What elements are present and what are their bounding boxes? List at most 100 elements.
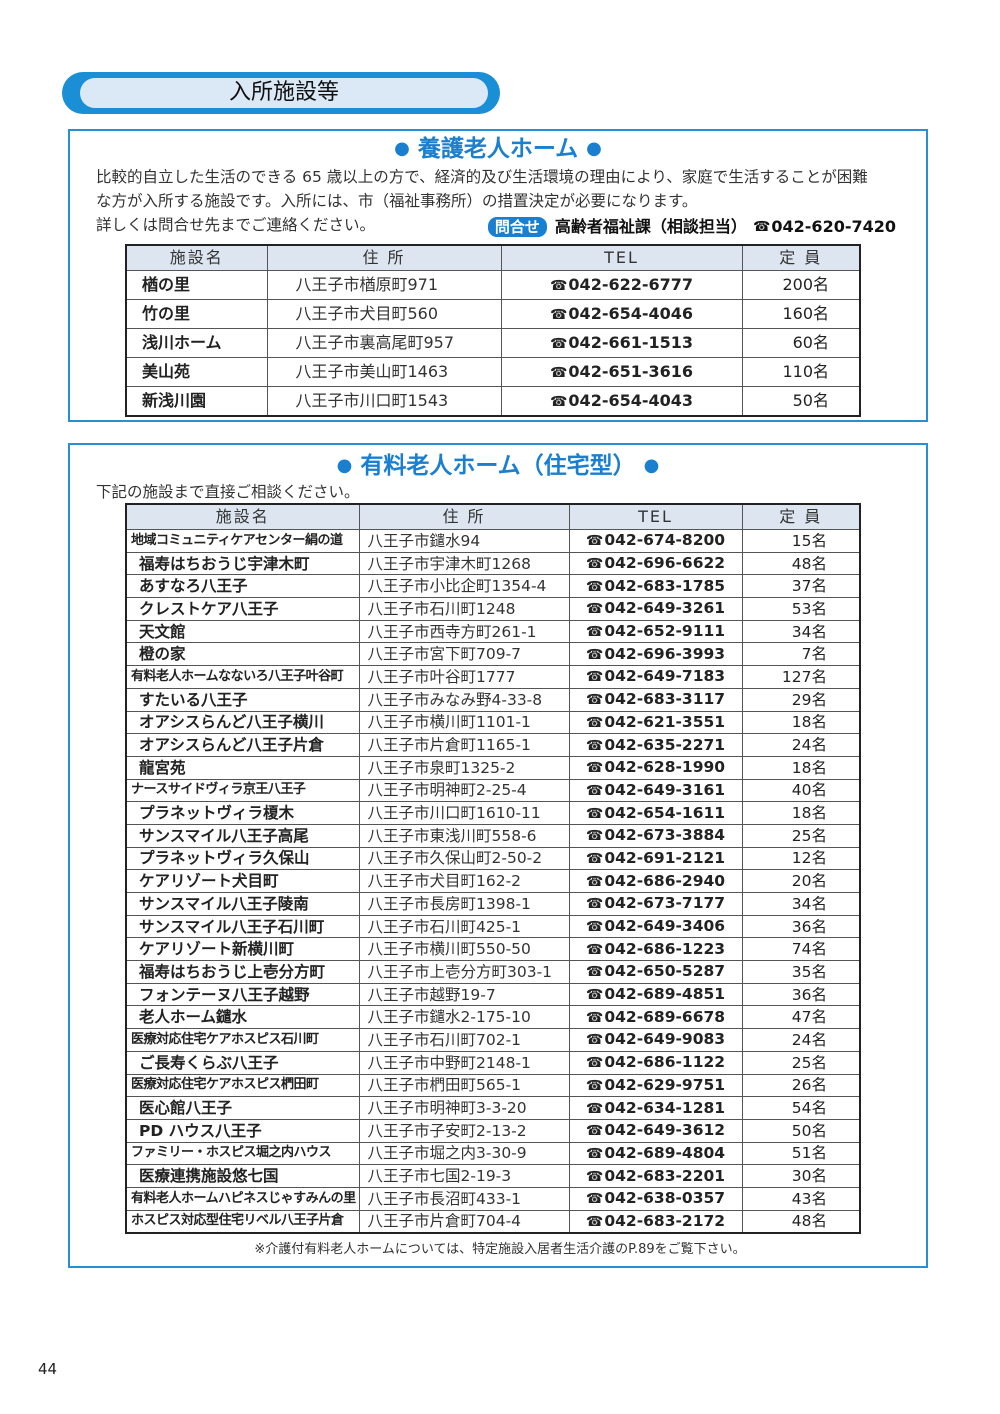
capacity: 7名 [741,642,861,667]
facility-name: 医療連携施設悠七国 [125,1164,360,1188]
facility-name: 老人ホーム鑓水 [125,1005,360,1030]
table-row: 橙の家 八王子市宮下町709-7 ☎042-696-3993 7名 [125,642,861,667]
capacity: 24名 [741,1028,861,1052]
phone-icon: ☎ [549,306,568,323]
phone-icon: ☎ [585,896,604,913]
yuryo-section: ● 有料老人ホーム（住宅型） ● 下記の施設まで直接ご相談ください。 [68,443,928,1268]
phone-number: ☎042-628-1990 [568,755,743,780]
phone-number: ☎042-654-4046 [500,299,743,329]
capacity: 53名 [741,597,861,621]
phone-icon: ☎ [585,1032,604,1049]
phone-number: ☎042-686-1122 [568,1050,743,1075]
phone-text: 042-649-3161 [604,780,726,799]
yogo-description: 比較的自立した生活のできる 65 歳以上の方で、経済的及び生活環境の理由により、… [96,165,906,237]
address: 八王子市久保山町2-50-2 [358,846,570,871]
table-header-row: 施設名 住 所 TEL 定 員 [125,244,861,271]
capacity: 74名 [741,937,861,962]
bullet-icon: ● [336,455,353,476]
facility-name: PD ハウス八王子 [125,1118,360,1143]
phone-icon: ☎ [585,1191,604,1208]
phone-text: 042-691-2121 [604,848,726,867]
header-capacity: 定 員 [741,244,861,271]
phone-icon: ☎ [585,964,604,981]
page-number: 44 [38,1360,58,1378]
capacity: 54名 [741,1096,861,1120]
yuryo-title: ● 有料老人ホーム（住宅型） ● [70,452,926,480]
phone-text: 042-683-2172 [604,1211,726,1230]
table-row: すたいる八王子 八王子市みなみ野4-33-8 ☎042-683-3117 29名 [125,687,861,712]
footnote: ※介護付有料老人ホームについては、特定施設入居者生活介護のP.89をご覧下さい。 [254,1242,746,1257]
phone-number: ☎042-654-4043 [500,386,743,417]
capacity: 20名 [741,869,861,893]
capacity: 47名 [741,1005,861,1030]
phone-text: 042-683-2201 [604,1166,726,1185]
facility-name: ご長寿くらぶ八王子 [125,1050,360,1075]
facility-name: 有料老人ホームなないろ八王子叶谷町 [125,665,360,689]
table-row: ケアリゾート犬目町 八王子市犬目町162-2 ☎042-686-2940 20名 [125,869,861,893]
address: 八王子市七国2-19-3 [358,1164,570,1188]
bullet-icon: ● [643,455,660,476]
facility-name: ケアリゾート犬目町 [125,869,360,893]
header-tel: TEL [500,244,743,271]
contact-badge: 問合せ [487,217,547,237]
phone-icon: ☎ [549,277,568,294]
phone-number: ☎042-683-3117 [568,687,743,712]
phone-number: ☎042-674-8200 [568,529,743,553]
facility-name: プラネットヴィラ榎木 [125,801,360,825]
phone-text: 042-689-4851 [604,985,726,1004]
capacity: 110名 [741,357,861,387]
facility-name: 福寿はちおうじ上壱分方町 [125,960,360,984]
phone-icon: ☎ [585,1213,604,1230]
phone-number: ☎042-629-9751 [568,1073,743,1098]
phone-text: 042-638-0357 [604,1189,726,1208]
section-title: 入所施設等 [80,78,488,108]
facility-name: 美山苑 [125,357,268,387]
phone-text: 042-686-2940 [604,871,726,890]
yuryo-description: 下記の施設まで直接ご相談ください。 [96,483,360,501]
capacity: 25名 [741,823,861,848]
contact-dept: 高齢者福祉課（相談担当） [554,217,747,236]
capacity: 36名 [741,982,861,1007]
phone-number: ☎042-689-6678 [568,1005,743,1030]
table-row: 美山苑 八王子市美山町1463 ☎042-651-3616 110名 [125,357,861,387]
table-row: ファミリー・ホスピス堀之内ハウス 八王子市堀之内3-30-9 ☎042-689-48… [125,1141,861,1166]
address: 八王子市川口町1610-11 [358,801,570,825]
phone-icon: ☎ [549,393,568,410]
address: 八王子市長房町1398-1 [358,892,570,916]
table-row: 地域コミュニティケアセンター絹の道 八王子市鑓水94 ☎042-674-8200 15… [125,529,861,553]
capacity: 18名 [741,710,861,735]
phone-text: 042-654-4043 [568,390,694,410]
bullet-icon: ● [586,138,602,159]
capacity: 48名 [741,551,861,576]
address: 八王子市石川町425-1 [358,914,570,939]
capacity: 60名 [741,328,861,358]
phone-number: ☎042-649-3406 [568,914,743,939]
phone-icon: ☎ [585,987,604,1004]
phone-text: 042-674-8200 [604,531,726,550]
capacity: 160名 [741,299,861,329]
phone-icon: ☎ [585,919,604,936]
address: 八王子市堀之内3-30-9 [358,1141,570,1166]
phone-text: 042-651-3616 [568,361,694,381]
capacity: 25名 [741,1050,861,1075]
phone-number: ☎042-654-1611 [568,801,743,825]
table-row: プラネットヴィラ久保山 八王子市久保山町2-50-2 ☎042-691-2121 12… [125,846,861,871]
facility-name: ホスピス対応型住宅リベル八王子片倉 [125,1209,360,1234]
table-row: 医療対応住宅ケアホスピス椚田町 八王子市椚田町565-1 ☎042-629-9751… [125,1073,861,1098]
address: 八王子市叶谷町1777 [358,665,570,689]
facility-name: 竹の里 [125,299,268,329]
header-name: 施設名 [125,503,360,530]
phone-text: 042-689-4804 [604,1143,726,1162]
table-row: ホスピス対応型住宅リベル八王子片倉 八王子市片倉町704-4 ☎042-683-21… [125,1209,861,1234]
phone-number: ☎042-649-3161 [568,778,743,803]
table-header-row: 施設名 住 所 TEL 定 員 [125,503,861,530]
phone-number: ☎042-622-6777 [500,270,743,300]
facility-name: あすなろ八王子 [125,574,360,599]
phone-icon: ☎ [585,1077,604,1094]
capacity: 18名 [741,755,861,780]
table-row: 浅川ホーム 八王子市裏高尾町957 ☎042-661-1513 60名 [125,328,861,358]
facility-name: 橙の家 [125,642,360,667]
capacity: 12名 [741,846,861,871]
phone-text: 042-649-3261 [604,599,726,618]
phone-text: 042-673-7177 [604,894,726,913]
